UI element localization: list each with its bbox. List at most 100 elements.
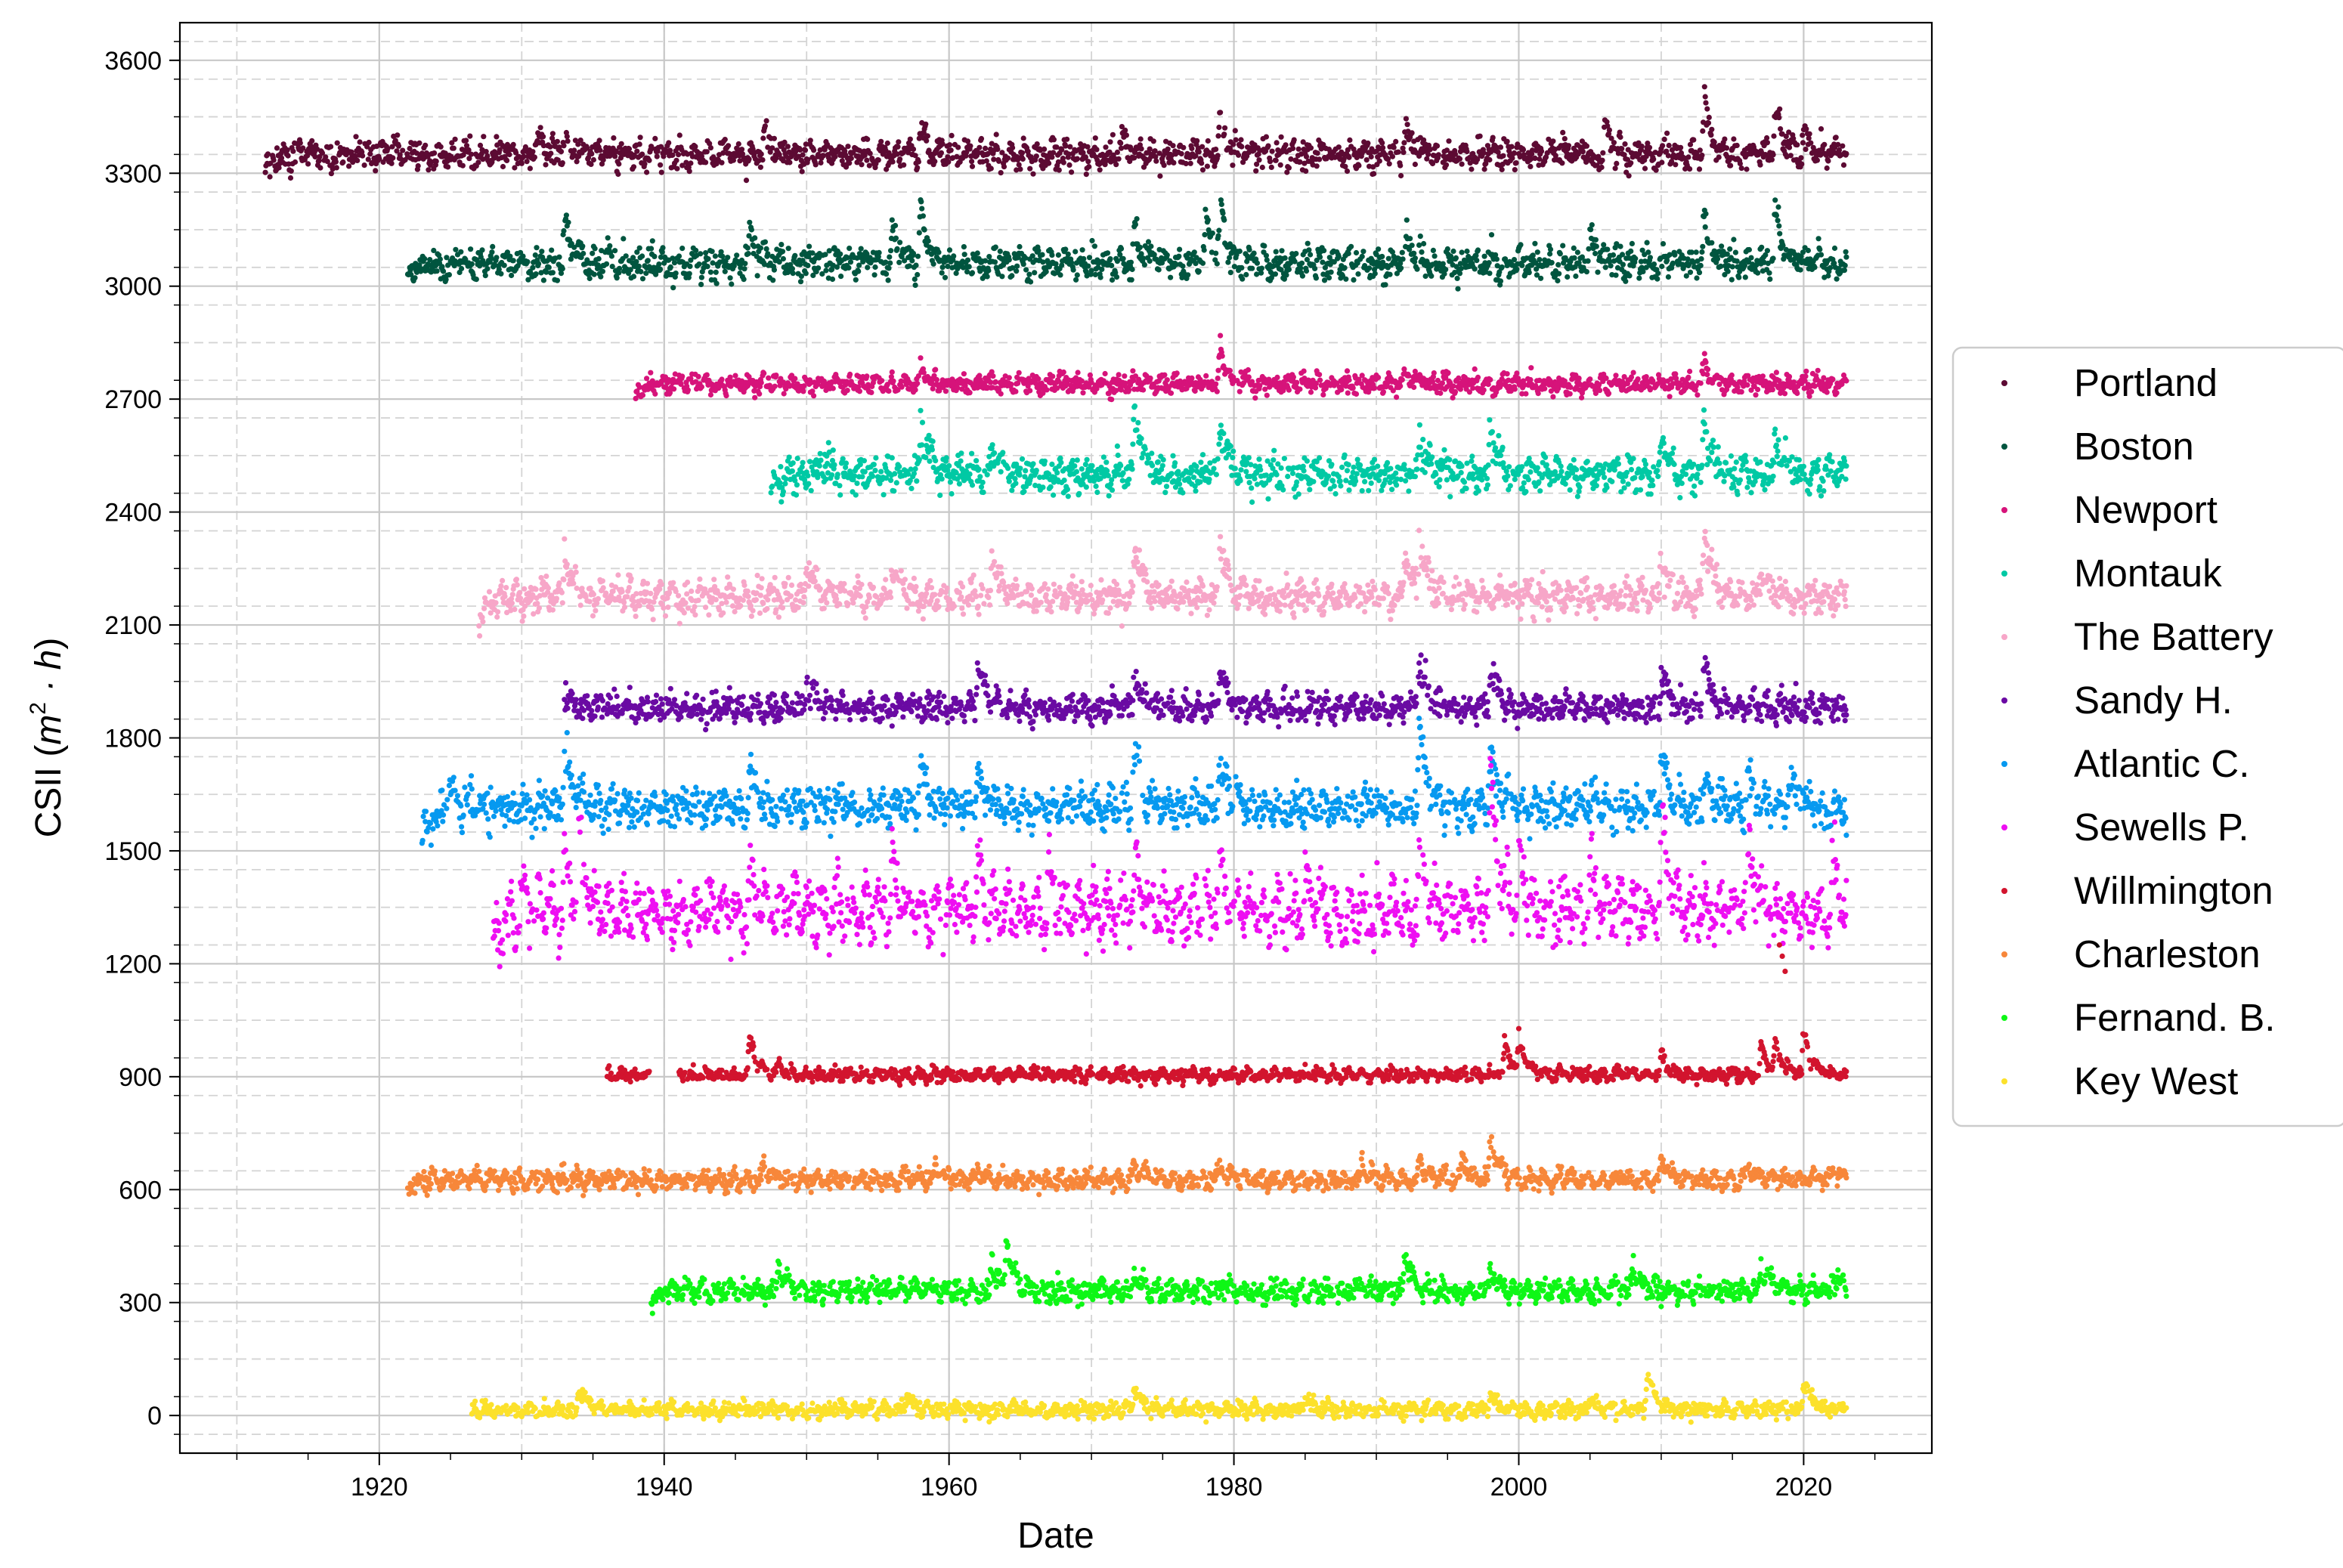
data-point: [1356, 163, 1361, 169]
data-point: [1171, 160, 1176, 165]
data-point: [598, 274, 603, 280]
data-point: [887, 261, 893, 266]
data-point: [1487, 271, 1492, 276]
data-point: [1010, 145, 1015, 150]
data-point: [1816, 236, 1821, 241]
data-point: [1021, 135, 1026, 141]
data-point: [309, 138, 314, 144]
data-point: [1687, 166, 1692, 172]
data-point: [915, 254, 921, 259]
data-point: [1607, 128, 1612, 133]
data-point: [1518, 242, 1523, 247]
data-point: [548, 150, 553, 156]
data-point: [979, 136, 984, 141]
data-point: [1532, 156, 1537, 161]
data-point: [897, 240, 902, 245]
data-point: [1532, 241, 1537, 246]
data-point: [334, 165, 339, 170]
data-point: [1586, 258, 1591, 264]
data-point: [845, 388, 850, 393]
data-point: [561, 228, 566, 233]
data-point: [749, 227, 754, 232]
data-point: [1512, 150, 1517, 156]
data-point: [1605, 247, 1610, 252]
data-point: [1832, 246, 1837, 251]
data-point: [970, 164, 975, 169]
data-point: [1046, 161, 1051, 166]
data-point: [617, 266, 622, 271]
data-point: [746, 156, 751, 162]
data-point: [550, 270, 556, 275]
data-point: [1246, 367, 1251, 373]
data-point: [887, 255, 892, 260]
data-point: [1246, 374, 1252, 379]
data-point: [550, 131, 556, 136]
data-point: [845, 144, 850, 149]
data-point: [1584, 269, 1589, 274]
data-point: [1215, 368, 1221, 373]
data-point: [1500, 264, 1505, 270]
data-point: [1110, 132, 1116, 138]
data-point: [926, 238, 931, 243]
data-point: [1613, 165, 1618, 171]
data-point: [534, 245, 539, 250]
data-point: [509, 273, 514, 278]
data-point: [556, 255, 562, 260]
data-point: [1354, 250, 1359, 255]
data-point: [1116, 156, 1122, 162]
data-point: [1475, 375, 1481, 380]
data-point: [400, 148, 405, 153]
data-point: [1391, 145, 1397, 150]
data-point: [502, 263, 507, 268]
data-point: [1573, 274, 1578, 279]
data-point: [1411, 385, 1416, 390]
data-point: [468, 246, 473, 252]
data-point: [1216, 227, 1221, 233]
data-point: [1239, 265, 1244, 271]
data-point: [883, 260, 888, 265]
data-point: [1421, 241, 1426, 246]
data-point: [591, 157, 596, 162]
data-point: [934, 377, 939, 382]
data-point: [742, 261, 747, 266]
data-point: [541, 277, 546, 283]
data-point: [778, 242, 784, 247]
data-point: [1731, 136, 1736, 141]
data-point: [451, 146, 457, 151]
data-point: [1703, 94, 1708, 99]
data-point: [1487, 377, 1493, 382]
data-point: [1056, 252, 1061, 258]
data-point: [426, 167, 431, 172]
data-point: [317, 165, 323, 171]
data-point: [1329, 270, 1334, 275]
data-point: [1066, 162, 1072, 168]
data-point: [1459, 249, 1465, 255]
data-point: [1067, 144, 1072, 150]
data-point: [1066, 252, 1071, 257]
data-point: [1639, 144, 1645, 149]
data-point: [1261, 243, 1267, 249]
data-point: [1440, 380, 1445, 385]
data-point: [1764, 135, 1769, 141]
data-point: [703, 159, 708, 165]
data-point: [1555, 278, 1560, 283]
data-point: [699, 384, 704, 389]
data-point: [1196, 149, 1202, 154]
data-point: [696, 374, 701, 379]
data-point: [915, 272, 920, 277]
data-point: [713, 270, 719, 275]
data-point: [1464, 249, 1469, 254]
data-point: [1450, 249, 1456, 254]
data-point: [634, 149, 639, 154]
data-point: [357, 139, 363, 144]
data-point: [1438, 391, 1443, 396]
data-point: [1700, 244, 1705, 249]
data-point: [961, 244, 967, 249]
data-point: [1346, 377, 1351, 382]
data-point: [1818, 126, 1824, 131]
data-point: [638, 269, 643, 274]
data-point: [1097, 167, 1103, 172]
data-point: [1509, 144, 1515, 150]
data-point: [475, 159, 481, 165]
data-point: [530, 265, 535, 271]
